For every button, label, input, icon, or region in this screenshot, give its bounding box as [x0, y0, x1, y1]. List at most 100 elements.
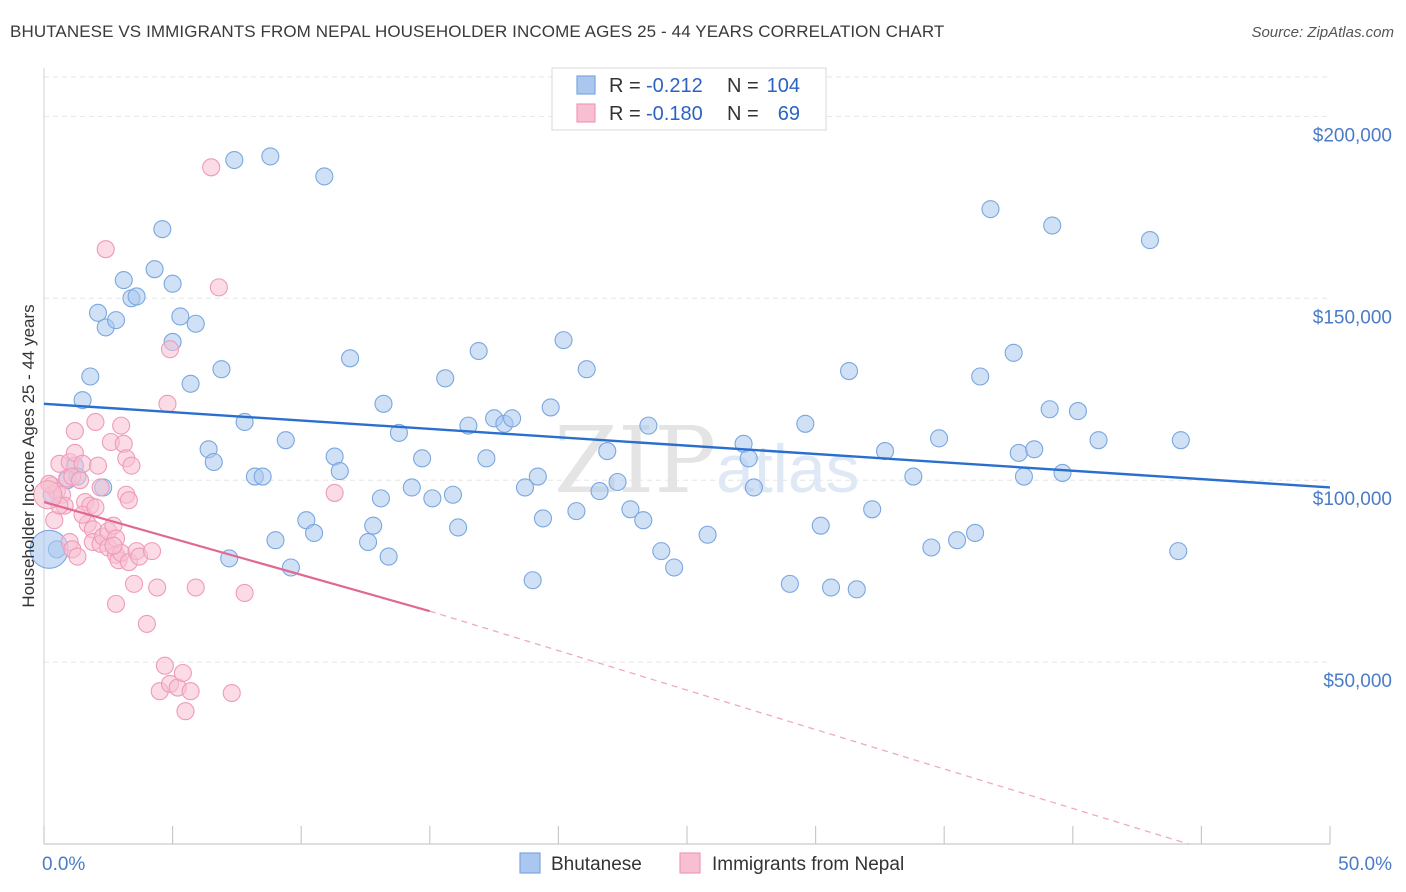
trend-line-nepal-extrapolated: [429, 610, 1189, 845]
point-0-26: [261, 147, 280, 166]
point-0-10: [127, 287, 146, 306]
legend-n-label-1: N =: [727, 103, 759, 125]
point-1-15: [73, 454, 92, 473]
point-1-68: [104, 536, 123, 555]
point-0-3: [73, 391, 92, 410]
point-0-76: [811, 516, 830, 535]
bottom-legend-label-nepal: Immigrants from Nepal: [712, 854, 904, 875]
point-0-78: [839, 361, 859, 381]
legend-r-value-1: -0.180: [646, 103, 703, 125]
point-0-55: [523, 571, 542, 590]
point-0-58: [541, 398, 560, 417]
point-1-41: [122, 456, 141, 475]
point-1-42: [124, 574, 144, 593]
point-0-42: [402, 478, 421, 497]
point-0-44: [423, 489, 442, 508]
point-0-89: [1004, 343, 1023, 362]
point-1-51: [160, 340, 180, 359]
point-0-48: [459, 416, 478, 435]
point-0-38: [371, 489, 390, 508]
point-1-49: [155, 656, 174, 675]
point-0-11: [145, 260, 164, 279]
y-tick-label-2: $150,000: [1313, 307, 1392, 328]
x-tick-min: 0.0%: [42, 854, 85, 875]
point-0-60: [567, 502, 586, 521]
x-tick-max: 50.0%: [1338, 854, 1392, 875]
point-1-59: [209, 278, 228, 297]
point-0-7: [106, 311, 126, 330]
point-0-62: [590, 482, 609, 501]
trend-line-bhutanese: [43, 402, 1331, 489]
point-1-23: [91, 478, 110, 497]
y-tick-label-1: $100,000: [1313, 489, 1392, 510]
point-1-45: [137, 614, 156, 633]
point-1-54: [173, 663, 192, 683]
point-1-26: [96, 240, 115, 259]
point-0-74: [780, 574, 799, 593]
legend-swatch-bhutanese: [576, 75, 596, 95]
legend-swatch-nepal: [576, 103, 596, 123]
point-0-72: [739, 449, 758, 468]
point-1-57: [186, 578, 205, 597]
point-0-63: [598, 442, 617, 461]
point-0-99: [1169, 542, 1188, 561]
point-0-85: [948, 531, 967, 550]
point-0-22: [225, 150, 244, 170]
chart-source: Source: ZipAtlas.com: [1251, 24, 1394, 41]
point-0-88: [981, 200, 1000, 219]
point-0-54: [515, 478, 535, 497]
point-0-84: [930, 429, 949, 448]
point-0-15: [171, 307, 190, 326]
top-legend: R = -0.212 N = 104 R = -0.180 N = 69: [551, 67, 827, 131]
point-0-65: [621, 500, 640, 519]
point-0-91: [1014, 467, 1033, 486]
point-0-59: [554, 331, 573, 350]
point-0-73: [744, 478, 763, 497]
point-cluster-nepal: [33, 480, 63, 510]
point-0-8: [114, 271, 133, 290]
point-0-36: [359, 532, 378, 552]
legend-r-label-1: R =: [609, 103, 641, 125]
point-1-22: [88, 456, 108, 475]
point-0-40: [374, 394, 393, 413]
point-0-37: [364, 516, 383, 535]
point-0-69: [665, 558, 684, 577]
point-0-43: [413, 449, 432, 468]
point-1-66: [86, 498, 105, 517]
point-1-21: [86, 412, 105, 432]
point-1-50: [158, 394, 177, 413]
point-0-90: [1009, 443, 1028, 462]
point-0-77: [821, 578, 841, 597]
point-0-39: [379, 547, 398, 566]
point-1-55: [176, 702, 195, 721]
point-0-53: [503, 409, 522, 428]
point-0-100: [1171, 431, 1190, 450]
y-tick-label-3: $200,000: [1313, 125, 1392, 146]
point-0-80: [863, 500, 882, 519]
y-tick-label-0: $50,000: [1323, 671, 1392, 692]
y-tick-labels: $50,000 $100,000 $150,000 $200,000: [1313, 125, 1392, 692]
legend-n-value-0: 104: [767, 75, 800, 97]
point-0-79: [847, 580, 866, 599]
point-0-57: [533, 509, 553, 528]
series-nepal-points: [33, 158, 344, 721]
point-0-87: [971, 367, 990, 386]
point-1-61: [235, 583, 254, 603]
point-0-56: [528, 467, 547, 486]
y-axis-label: Householder Income Ages 25 - 44 years: [19, 304, 38, 607]
point-0-82: [904, 467, 923, 486]
point-0-75: [796, 414, 815, 433]
point-0-50: [477, 449, 496, 468]
point-0-94: [1043, 216, 1062, 235]
bottom-legend-label-bhutanese: Bhutanese: [551, 854, 642, 875]
point-1-14: [70, 471, 90, 490]
point-0-61: [577, 360, 596, 379]
point-0-98: [1140, 231, 1160, 250]
point-0-34: [330, 462, 349, 481]
point-0-66: [634, 511, 653, 530]
watermark-zip: ZIP: [554, 407, 716, 514]
point-0-97: [1089, 431, 1108, 450]
point-0-70: [698, 525, 717, 544]
point-1-13: [68, 547, 87, 566]
point-1-11: [65, 422, 84, 441]
